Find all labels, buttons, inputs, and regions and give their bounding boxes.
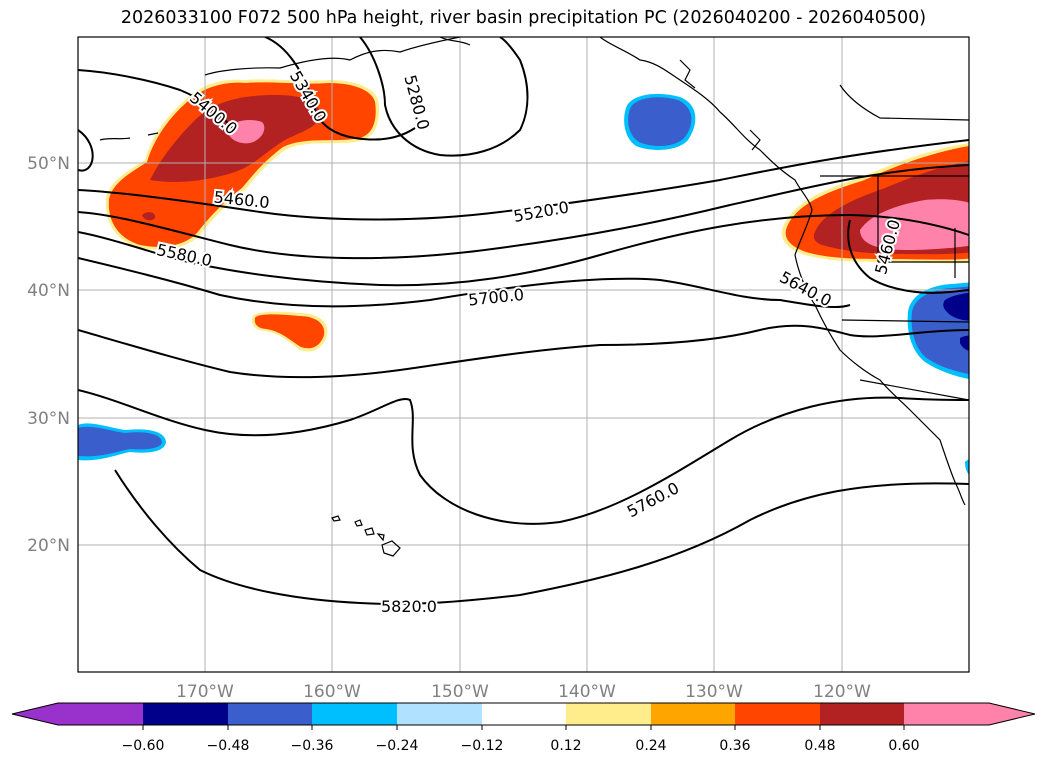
colorbar-segment: [820, 703, 904, 725]
positive-anomaly-central-pacific: [251, 311, 328, 352]
negative-anomaly-british-columbia: [624, 93, 696, 150]
colorbar-tick-label: −0.48: [207, 738, 250, 754]
colorbar-segment: [58, 703, 143, 725]
lat-label: 20°N: [27, 536, 70, 556]
contour-label: 5820.0: [381, 597, 437, 616]
lon-label: 120°W: [813, 682, 871, 702]
colorbar-tick-label: −0.12: [461, 738, 504, 754]
colorbar-segment: [397, 703, 482, 725]
colorbar-tick-label: 0.12: [550, 738, 581, 754]
colorbar-segment: [312, 703, 397, 725]
lat-label: 50°N: [27, 154, 70, 174]
colorbar-segment: [228, 703, 312, 725]
lat-label: 30°N: [27, 409, 70, 429]
colorbar-tick-label: −0.60: [122, 738, 165, 754]
colorbar-segment: [566, 703, 651, 725]
negative-anomaly-subtropical: [78, 423, 166, 461]
hawaiian-islands: [331, 515, 401, 557]
lon-label: 160°W: [303, 682, 361, 702]
graticule: [78, 37, 969, 672]
lon-label: 140°W: [558, 682, 616, 702]
lat-label: 40°N: [27, 281, 70, 301]
colorbar-tick-label: −0.36: [291, 738, 334, 754]
lon-label: 150°W: [431, 682, 489, 702]
colorbar-extend-min: [12, 703, 58, 725]
positive-anomaly-pacific-northwest: [781, 142, 969, 264]
latitude-labels: 50°N 40°N 30°N 20°N: [27, 154, 70, 556]
colorbar-tick-label: 0.36: [719, 738, 750, 754]
colorbar-segment: [143, 703, 228, 725]
map-border: [77, 36, 970, 673]
colorbar-outline: [11, 702, 1036, 726]
colorbar-tick-label: 0.48: [804, 738, 835, 754]
colorbar-segment: [904, 703, 989, 725]
height-contours: [78, 37, 969, 606]
positive-anomaly-gulf-of-alaska: [105, 79, 380, 250]
longitude-labels: 170°W 160°W 150°W 140°W 130°W 120°W: [176, 682, 871, 702]
colorbar-tick-label: 0.60: [888, 738, 919, 754]
colorbar-segment: [735, 703, 820, 725]
colorbar-segment: [651, 703, 735, 725]
colorbar-extend-max: [989, 703, 1035, 725]
colorbar-segment: [482, 703, 566, 725]
colorbar-tick-label: −0.24: [376, 738, 419, 754]
map-title: 2026033100 F072 500 hPa height, river ba…: [120, 8, 927, 28]
lon-label: 130°W: [685, 682, 743, 702]
coastlines: [99, 37, 969, 506]
lon-label: 170°W: [176, 682, 234, 702]
colorbar: −0.60 −0.48 −0.36 −0.24 −0.12 0.12 0.24 …: [11, 702, 1036, 754]
colorbar-tick-label: 0.24: [635, 738, 666, 754]
